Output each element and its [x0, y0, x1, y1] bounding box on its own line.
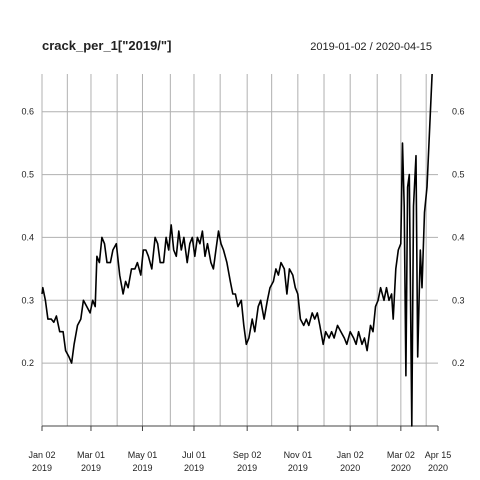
y-axis-right: 0.2 0.3 0.4 0.5 0.6: [452, 107, 465, 368]
x-tick-label: Sep 02: [233, 450, 262, 460]
x-tick-year-label: 2020: [340, 463, 360, 473]
x-tick-year-label: 2020: [391, 463, 411, 473]
x-tick-year-label: 2019: [81, 463, 101, 473]
x-tick-label: May 01: [128, 450, 158, 460]
x-tick-year-label: 2019: [288, 463, 308, 473]
y-tick-label-right: 0.2: [452, 358, 465, 368]
x-tick-label: Apr 15: [425, 450, 452, 460]
series-line: [41, 73, 433, 427]
chart-title: crack_per_1["2019/"]: [42, 38, 171, 53]
y-tick-label-right: 0.3: [452, 295, 465, 305]
x-tick-label: Jul 01: [182, 450, 206, 460]
y-axis-left: 0.2 0.3 0.4 0.5 0.6: [21, 107, 34, 368]
x-axis: Jan 02 2019 Mar 01 2019 May 01 2019 Jul 01 2019…: [28, 426, 451, 473]
y-tick-label-left: 0.2: [21, 358, 34, 368]
x-tick-label: Mar 02: [387, 450, 415, 460]
y-tick-label-left: 0.4: [21, 232, 34, 242]
x-tick-label: Nov 01: [284, 450, 313, 460]
y-tick-label-left: 0.3: [21, 295, 34, 305]
x-tick-year-label: 2019: [184, 463, 204, 473]
series-group: [41, 73, 433, 427]
y-tick-label-right: 0.4: [452, 232, 465, 242]
y-tick-label-left: 0.5: [21, 170, 34, 180]
y-tick-label-right: 0.6: [452, 107, 465, 117]
x-tick-label: Jan 02: [28, 450, 55, 460]
y-tick-label-right: 0.5: [452, 170, 465, 180]
x-tick-year-label: 2019: [32, 463, 52, 473]
y-tick-label-left: 0.6: [21, 107, 34, 117]
x-tick-year-label: 2019: [237, 463, 257, 473]
x-tick-label: Mar 01: [77, 450, 105, 460]
x-tick-year-label: 2019: [132, 463, 152, 473]
x-tick-year-label: 2020: [428, 463, 448, 473]
x-tick-label: Jan 02: [337, 450, 364, 460]
date-range-label: 2019-01-02 / 2020-04-15: [310, 41, 432, 53]
grid: [41, 74, 438, 426]
